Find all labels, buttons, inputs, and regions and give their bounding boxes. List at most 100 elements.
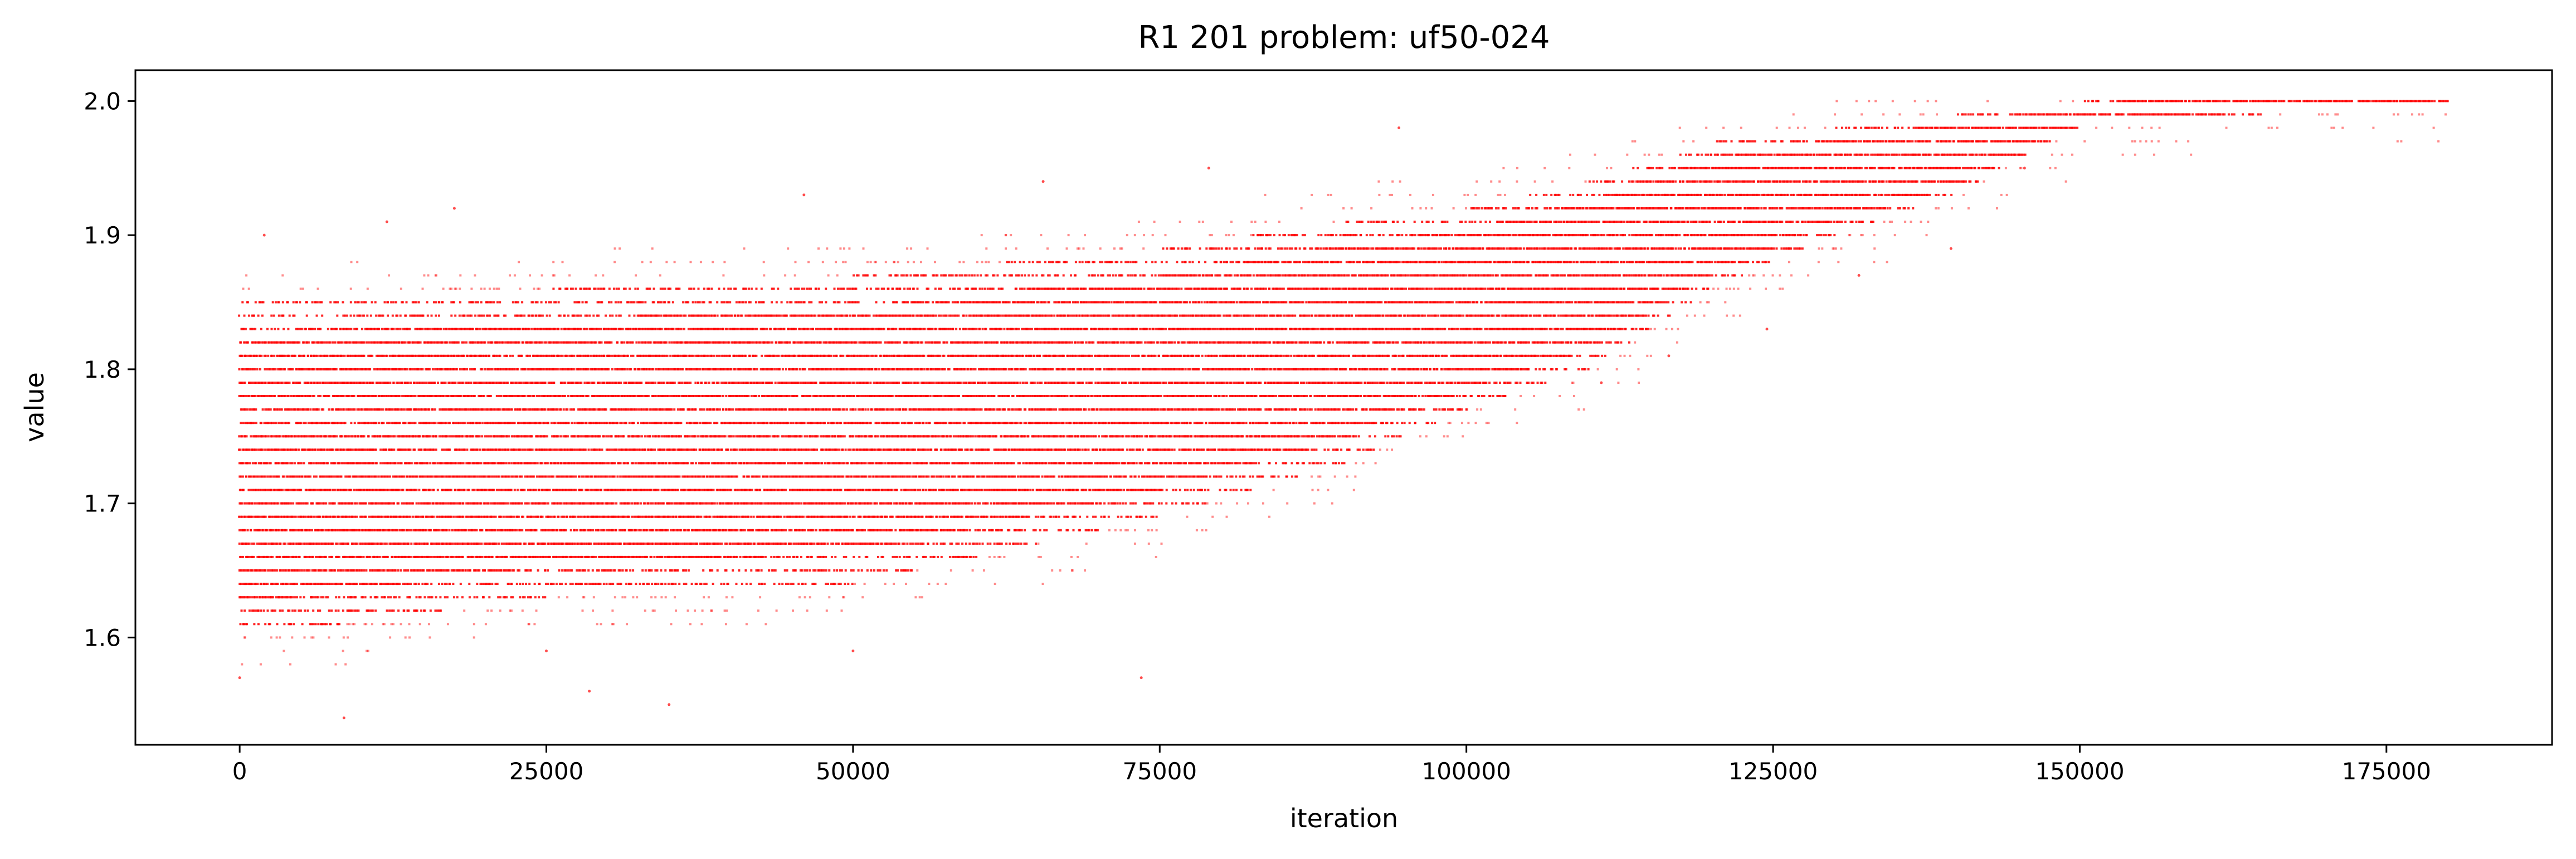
- data-point: [469, 422, 471, 424]
- data-point: [267, 422, 270, 424]
- data-point: [350, 408, 353, 411]
- data-point: [547, 515, 549, 518]
- data-point: [545, 515, 548, 518]
- data-point: [392, 354, 394, 357]
- data-point: [588, 502, 591, 505]
- data-point: [267, 555, 270, 558]
- data-point: [391, 341, 394, 344]
- data-point: [258, 542, 261, 545]
- data-point: [436, 555, 439, 558]
- data-point: [383, 515, 386, 518]
- data-point: [354, 354, 357, 357]
- data-point: [290, 596, 292, 599]
- data-point: [494, 529, 497, 531]
- data-point: [582, 408, 585, 411]
- data-point: [374, 301, 377, 304]
- data-point: [303, 583, 305, 585]
- data-point: [373, 328, 376, 330]
- data-point: [271, 555, 274, 558]
- data-point: [512, 475, 514, 478]
- data-point: [572, 448, 574, 451]
- data-point: [383, 569, 386, 572]
- data-point: [447, 328, 450, 330]
- data-point: [601, 569, 603, 572]
- data-point: [595, 274, 597, 277]
- data-point: [533, 368, 535, 370]
- data-point: [261, 542, 264, 545]
- data-point: [490, 462, 493, 465]
- data-point: [338, 623, 340, 626]
- data-point: [527, 341, 529, 344]
- data-point: [271, 422, 274, 424]
- data-point: [458, 314, 461, 317]
- data-point: [587, 462, 590, 465]
- data-point: [449, 287, 451, 290]
- data-point: [480, 301, 483, 304]
- data-point: [400, 623, 402, 626]
- data-point: [300, 354, 303, 357]
- data-point: [454, 408, 456, 411]
- data-point: [521, 609, 524, 612]
- data-point: [488, 382, 491, 384]
- data-point: [320, 583, 323, 585]
- data-point: [546, 368, 549, 370]
- data-point: [434, 328, 437, 330]
- data-point: [320, 555, 323, 558]
- data-point: [269, 395, 272, 397]
- data-point: [361, 435, 364, 438]
- data-point: [606, 422, 608, 424]
- data-point: [304, 515, 307, 518]
- data-point: [367, 555, 370, 558]
- data-point: [564, 569, 567, 572]
- data-point: [546, 354, 549, 357]
- data-point: [547, 583, 549, 585]
- data-point: [261, 314, 264, 317]
- data-point: [285, 475, 288, 478]
- data-point: [501, 529, 504, 531]
- data-point: [545, 555, 548, 558]
- data-point: [244, 408, 247, 411]
- data-point: [565, 354, 567, 357]
- data-point: [242, 287, 245, 290]
- data-point: [341, 435, 343, 438]
- data-point: [291, 368, 294, 370]
- data-point: [386, 489, 388, 491]
- data-point: [249, 596, 251, 599]
- data-point: [566, 287, 569, 290]
- data-point: [566, 555, 569, 558]
- data-point: [600, 475, 602, 478]
- data-point: [493, 408, 495, 411]
- data-point: [337, 475, 340, 478]
- data-point: [474, 529, 476, 531]
- data-point: [332, 354, 335, 357]
- data-point: [520, 475, 523, 478]
- data-point: [466, 489, 469, 491]
- data-point: [251, 489, 254, 491]
- data-point: [535, 341, 538, 344]
- data-point: [518, 341, 520, 344]
- data-point: [496, 555, 499, 558]
- data-point: [423, 354, 426, 357]
- data-point: [310, 435, 313, 438]
- data-point: [290, 448, 293, 451]
- data-point: [394, 542, 397, 545]
- data-point: [330, 475, 333, 478]
- data-point: [511, 515, 513, 518]
- data-point: [577, 555, 580, 558]
- data-point: [240, 408, 242, 411]
- data-point: [466, 422, 469, 424]
- data-point: [479, 368, 482, 370]
- data-point: [341, 502, 344, 505]
- data-point: [505, 328, 508, 330]
- data-point: [510, 341, 513, 344]
- data-point: [288, 382, 291, 384]
- data-point: [352, 368, 354, 370]
- data-point: [502, 596, 505, 599]
- data-point: [459, 368, 461, 370]
- data-point: [353, 623, 356, 626]
- data-point: [286, 448, 289, 451]
- data-point: [264, 623, 267, 626]
- data-point: [503, 435, 505, 438]
- data-point: [413, 475, 416, 478]
- data-point: [518, 354, 521, 357]
